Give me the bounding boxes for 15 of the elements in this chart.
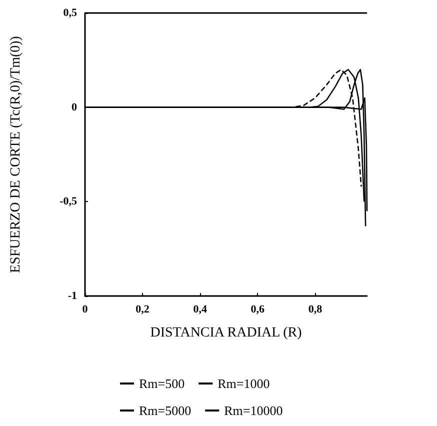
y-tick-label: 0 xyxy=(72,101,78,114)
legend-label: Rm=5000 xyxy=(139,403,192,418)
x-tick-label: 0,8 xyxy=(308,304,323,316)
y-tick-label: 0,5 xyxy=(63,7,78,19)
legend-label: Rm=500 xyxy=(139,376,185,391)
x-tick-label: 0,4 xyxy=(193,304,208,316)
legend-label: Rm=10000 xyxy=(224,403,283,418)
legend-label: Rm=1000 xyxy=(218,376,270,391)
y-tick-label: -1 xyxy=(68,290,77,302)
x-axis-title: DISTANCIA RADIAL (R) xyxy=(150,326,302,340)
x-tick-label: 0,6 xyxy=(250,304,266,316)
x-tick-label: 0,2 xyxy=(136,304,150,316)
y-tick-label: -0,5 xyxy=(60,196,78,208)
y-axis-title: ESFUERZO DE CORTE (Tc(R,0)/Tm(0)) xyxy=(8,36,24,273)
x-tick-label: 0 xyxy=(82,304,88,316)
